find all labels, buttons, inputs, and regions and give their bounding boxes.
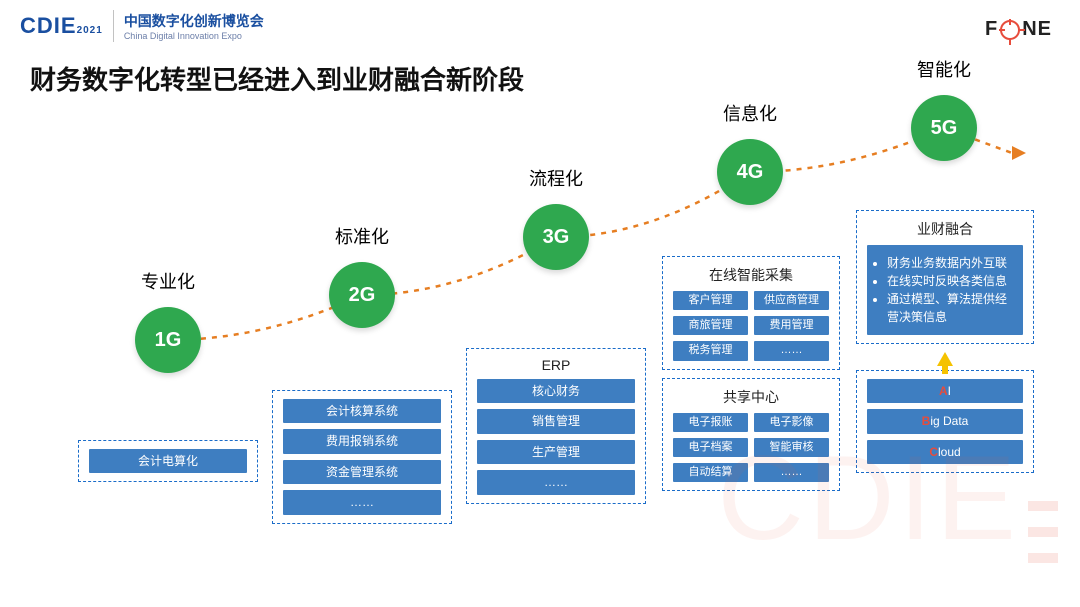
generation-circle: 5G (911, 95, 977, 161)
box-row: 费用报销系统 (283, 429, 441, 453)
box-group: 在线智能采集客户管理供应商管理商旅管理费用管理税务管理…… (662, 256, 840, 370)
phase-label: 智能化 (884, 56, 1004, 82)
stage-column: 会计电算化 (78, 440, 258, 490)
arrowhead-icon (1012, 146, 1026, 160)
box-row: 电子报账电子影像 (673, 413, 829, 432)
generation-circle: 4G (717, 139, 783, 205)
generation-circle: 1G (135, 307, 201, 373)
box-group: ERP 核心财务销售管理生产管理 …… (466, 348, 646, 504)
page-title: 财务数字化转型已经进入到业财融合新阶段 (30, 60, 524, 97)
phase-label: 专业化 (108, 268, 228, 294)
expo-title: 中国数字化创新博览会 China Digital Innovation Expo (124, 11, 264, 41)
stage-column: ERP 核心财务销售管理生产管理 …… (466, 348, 646, 512)
box-row: Big Data (867, 409, 1023, 433)
box-title: 在线智能采集 (673, 265, 829, 285)
box-group: 业财融合财务业务数据内外互联在线实时反映各类信息通过模型、算法提供经营决策信息 (856, 210, 1034, 344)
box-row: 税务管理 …… (673, 341, 829, 360)
cell: 税务管理 (673, 341, 748, 360)
cell: …… (754, 463, 829, 482)
box-row: 核心财务 (477, 379, 635, 403)
cell: …… (754, 341, 829, 360)
box-group: 共享中心电子报账电子影像电子档案智能审核自动结算…… (662, 378, 840, 492)
cell: …… (477, 470, 635, 494)
box-title: 共享中心 (673, 387, 829, 407)
cell: 会计核算系统 (283, 399, 441, 423)
expo-cn: 中国数字化创新博览会 (124, 11, 264, 31)
arrow-up-icon (937, 352, 953, 366)
box-group: 会计核算系统费用报销系统资金管理系统 …… (272, 390, 452, 524)
phase-label: 流程化 (496, 165, 616, 191)
cell: 费用管理 (754, 316, 829, 335)
cell: 电子影像 (754, 413, 829, 432)
box-row: 会计核算系统 (283, 399, 441, 423)
stage-column: 在线智能采集客户管理供应商管理商旅管理费用管理税务管理……共享中心电子报账电子影… (662, 256, 840, 499)
header: CDIE2021 中国数字化创新博览会 China Digital Innova… (0, 10, 1080, 60)
cell: 销售管理 (477, 409, 635, 433)
box-row: 自动结算 …… (673, 463, 829, 482)
box-group: 会计电算化 (78, 440, 258, 482)
expo-en: China Digital Innovation Expo (124, 31, 264, 41)
stage-column: 会计核算系统费用报销系统资金管理系统 …… (272, 390, 452, 532)
box-row: 资金管理系统 (283, 460, 441, 484)
box-row: …… (283, 490, 441, 514)
target-icon (1000, 20, 1020, 40)
divider (113, 10, 114, 42)
bullet-item: 通过模型、算法提供经营决策信息 (887, 290, 1017, 326)
box-title: ERP (477, 357, 635, 373)
cdie-logo: CDIE2021 (20, 13, 103, 39)
brand-right: F NE (985, 18, 1052, 41)
cell: AI (867, 379, 1023, 403)
phase-label: 标准化 (302, 223, 422, 249)
box-row: 生产管理 (477, 440, 635, 464)
box-group: AI Big Data Cloud (856, 370, 1034, 473)
logo-left: CDIE2021 中国数字化创新博览会 China Digital Innova… (20, 10, 264, 42)
cell: 资金管理系统 (283, 460, 441, 484)
box-row: 会计电算化 (89, 449, 247, 473)
box-row: 客户管理供应商管理 (673, 291, 829, 310)
box-row: 商旅管理费用管理 (673, 316, 829, 335)
box-title: 业财融合 (867, 219, 1023, 239)
cell: 电子报账 (673, 413, 748, 432)
cell: 商旅管理 (673, 316, 748, 335)
cell: 核心财务 (477, 379, 635, 403)
cell: 费用报销系统 (283, 429, 441, 453)
box-row: 销售管理 (477, 409, 635, 433)
bullet-item: 在线实时反映各类信息 (887, 272, 1017, 290)
cell: 生产管理 (477, 440, 635, 464)
cell: …… (283, 490, 441, 514)
cell: 客户管理 (673, 291, 748, 310)
cell: 智能审核 (754, 438, 829, 457)
box-row: …… (477, 470, 635, 494)
watermark-bars (1028, 501, 1058, 563)
generation-circle: 3G (523, 204, 589, 270)
cell: Big Data (867, 409, 1023, 433)
box-row: Cloud (867, 440, 1023, 464)
cell: 自动结算 (673, 463, 748, 482)
stage-column: 业财融合财务业务数据内外互联在线实时反映各类信息通过模型、算法提供经营决策信息 A… (856, 210, 1034, 481)
cell: 会计电算化 (89, 449, 247, 473)
phase-label: 信息化 (690, 100, 810, 126)
cell: 电子档案 (673, 438, 748, 457)
cell: 供应商管理 (754, 291, 829, 310)
bullet-item: 财务业务数据内外互联 (887, 254, 1017, 272)
cell: Cloud (867, 440, 1023, 464)
generation-circle: 2G (329, 262, 395, 328)
bullet-cell: 财务业务数据内外互联在线实时反映各类信息通过模型、算法提供经营决策信息 (867, 245, 1023, 335)
box-row: 电子档案智能审核 (673, 438, 829, 457)
box-row: AI (867, 379, 1023, 403)
